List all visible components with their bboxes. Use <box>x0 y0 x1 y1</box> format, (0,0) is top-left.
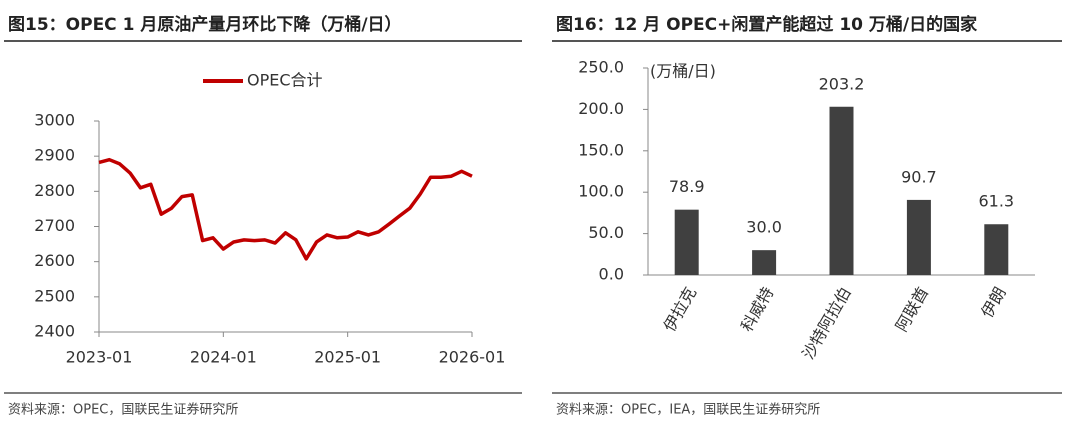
x-tick-label: 2023-01 <box>66 348 133 367</box>
y-tick-label: 200.0 <box>578 99 624 118</box>
x-tick-label: 2026-01 <box>439 348 506 367</box>
chart-title: 图16：12 月 OPEC+闲置产能超过 10 万桶/日的国家 <box>556 14 977 35</box>
y-tick-label: 2600 <box>34 251 75 270</box>
x-tick-label: 阿联酋 <box>892 284 932 335</box>
value-label: 203.2 <box>819 74 865 93</box>
y-tick-label: 2800 <box>34 181 75 200</box>
legend-label: OPEC合计 <box>247 71 323 90</box>
y-tick-label: 3000 <box>34 111 75 130</box>
chart-title: 图15：OPEC 1 月原油产量月环比下降（万桶/日） <box>8 14 402 35</box>
y-tick-label: 250.0 <box>578 58 624 77</box>
source: 资料来源：OPEC，国联民生证券研究所 <box>8 402 238 418</box>
bar <box>829 106 854 275</box>
y-axis-label: (万桶/日) <box>650 62 716 81</box>
y-tick-label: 2900 <box>34 146 75 165</box>
x-tick-label: 伊拉克 <box>660 284 700 335</box>
value-label: 78.9 <box>669 177 705 196</box>
value-label: 61.3 <box>978 192 1014 211</box>
x-tick-label: 沙特阿拉伯 <box>798 284 854 363</box>
y-tick-label: 2700 <box>34 216 75 235</box>
x-tick-label: 2025-01 <box>314 348 381 367</box>
y-tick-label: 150.0 <box>578 140 624 159</box>
bar <box>752 250 777 275</box>
x-tick-label: 科威特 <box>737 284 777 335</box>
bar <box>906 199 931 275</box>
y-tick-label: 50.0 <box>588 223 624 242</box>
y-tick-label: 2400 <box>34 322 75 341</box>
value-label: 30.0 <box>746 218 782 237</box>
bar <box>674 209 699 275</box>
x-tick-label: 2024-01 <box>190 348 257 367</box>
source: 资料来源：OPEC，IEA，国联民生证券研究所 <box>556 402 820 418</box>
y-tick-label: 2500 <box>34 286 75 305</box>
bar <box>984 224 1009 275</box>
y-tick-label: 0.0 <box>599 265 624 284</box>
y-tick-label: 100.0 <box>578 182 624 201</box>
series-line <box>98 157 473 261</box>
value-label: 90.7 <box>901 167 937 186</box>
x-tick-label: 伊朗 <box>977 284 1009 321</box>
